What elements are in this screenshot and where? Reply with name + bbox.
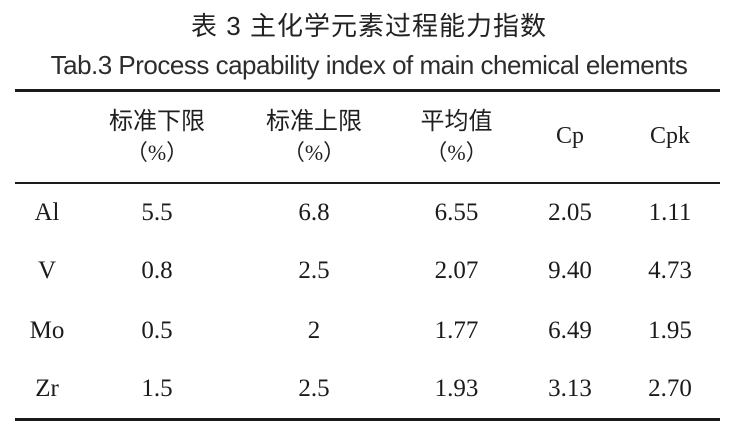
cell-upper-limit: 6.8 <box>298 198 330 226</box>
cell-lower-limit: 0.5 <box>141 316 173 344</box>
header-blank <box>15 90 79 184</box>
header-upper-limit: 标准上限 （%） <box>235 90 393 184</box>
header-lower-limit: 标准下限 （%） <box>79 90 235 184</box>
cell-mean: 2.07 <box>434 257 479 285</box>
cell-mean: 1.77 <box>434 316 479 344</box>
table-title-en: Tab.3 Process capability index of main c… <box>50 50 688 80</box>
header-upper-limit-unit: （%） <box>282 139 346 165</box>
header-lower-limit-label: 标准下限 <box>109 108 205 135</box>
cell-element: Al <box>34 198 60 226</box>
cell-cp: 6.49 <box>548 316 592 344</box>
table-title-zh: 表 3 主化学元素过程能力指数 <box>191 11 547 41</box>
header-cpk-label: Cpk <box>649 123 690 150</box>
process-capability-table: 标准下限 （%） 标准上限 （%） 平均值 （%） Cp Cpk <box>15 89 720 421</box>
cell-element: Mo <box>29 316 65 344</box>
cell-cp: 2.05 <box>548 198 592 226</box>
header-mean-label: 平均值 <box>420 108 493 135</box>
header-cp-label: Cp <box>555 123 584 150</box>
cell-mean: 6.55 <box>434 198 479 226</box>
cell-lower-limit: 0.8 <box>141 257 173 285</box>
header-mean-unit: （%） <box>425 139 488 165</box>
cell-element: Zr <box>35 375 59 403</box>
cell-upper-limit: 2 <box>307 316 321 344</box>
cell-element: V <box>37 257 57 285</box>
cell-mean: 1.93 <box>434 375 479 403</box>
header-mean: 平均值 （%） <box>393 90 520 184</box>
cell-lower-limit: 5.5 <box>141 198 173 226</box>
table-row: Zr 1.5 2.5 1.93 3.13 2.70 <box>15 360 720 419</box>
table-row: Al 5.5 6.8 6.55 2.05 1.11 <box>15 183 720 242</box>
header-lower-limit-unit: （%） <box>125 139 189 165</box>
header-cp: Cp <box>520 90 620 184</box>
header-cpk: Cpk <box>620 90 720 184</box>
header-row: 标准下限 （%） 标准上限 （%） 平均值 （%） Cp Cpk <box>15 90 720 184</box>
cell-cpk: 1.11 <box>648 198 692 226</box>
cell-cpk: 1.95 <box>648 316 692 344</box>
cell-cpk: 4.73 <box>648 257 692 285</box>
cell-upper-limit: 2.5 <box>298 375 330 403</box>
table-row: Mo 0.5 2 1.77 6.49 1.95 <box>15 301 720 360</box>
cell-upper-limit: 2.5 <box>298 257 330 285</box>
table-row: V 0.8 2.5 2.07 9.40 4.73 <box>15 242 720 301</box>
header-upper-limit-label: 标准上限 <box>266 108 362 135</box>
cell-lower-limit: 1.5 <box>141 375 173 403</box>
cell-cp: 3.13 <box>548 375 592 403</box>
cell-cp: 9.40 <box>548 257 592 285</box>
cell-cpk: 2.70 <box>648 375 692 403</box>
